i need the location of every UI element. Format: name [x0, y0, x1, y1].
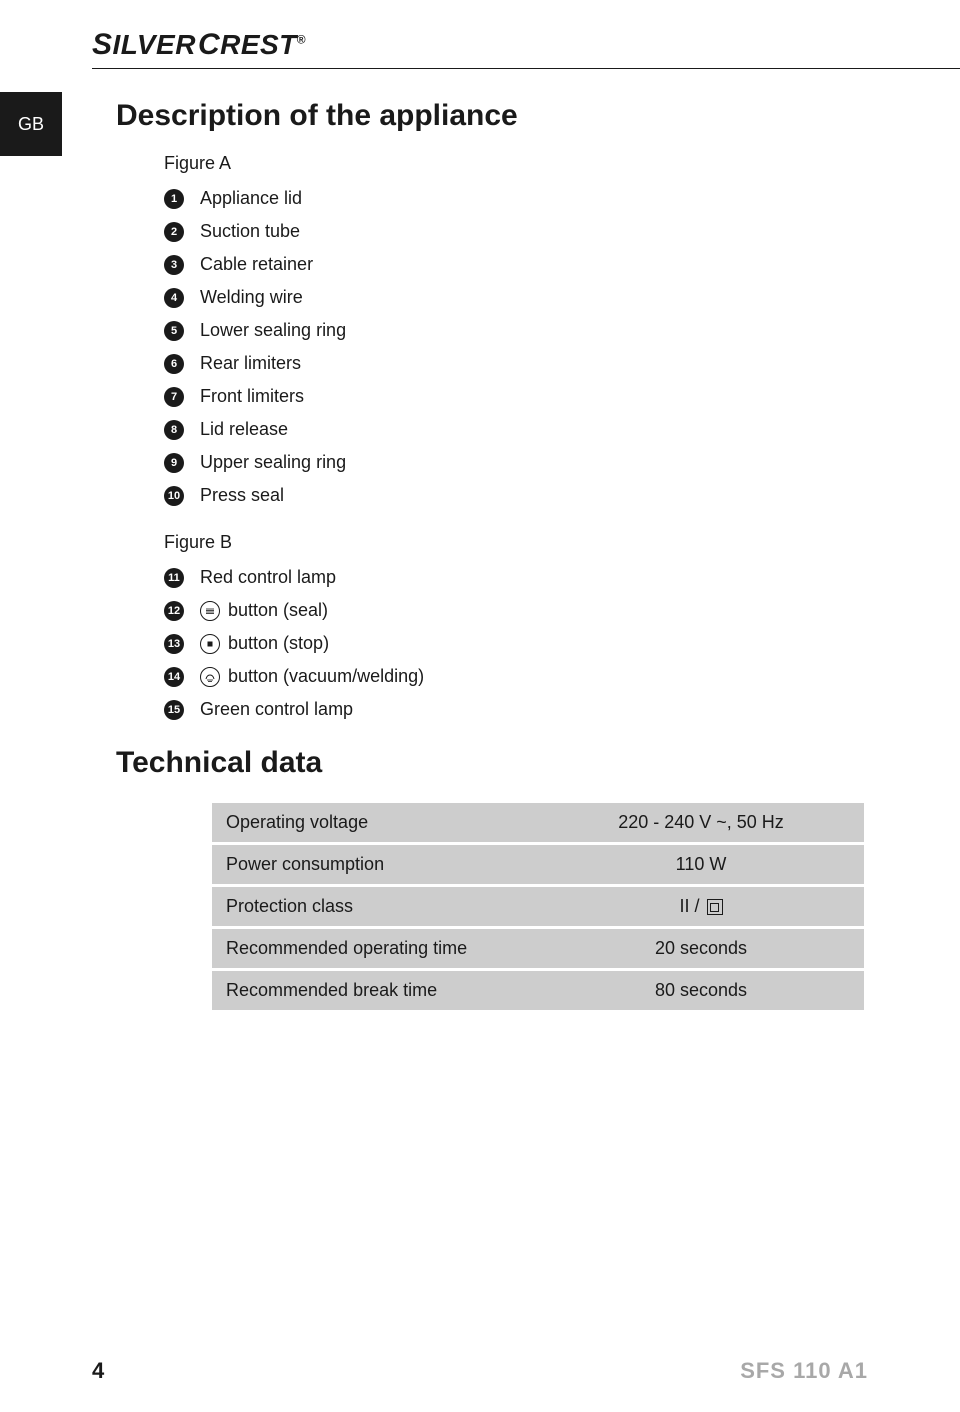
- item-text: button (vacuum/welding): [228, 666, 424, 687]
- item-number-badge: 13: [164, 634, 184, 654]
- item-number-badge: 3: [164, 255, 184, 275]
- list-item: 13 button (stop): [164, 633, 868, 654]
- item-text: button (seal): [228, 600, 328, 621]
- model-number: SFS 110 A1: [740, 1358, 868, 1384]
- table-row: Power consumption110 W: [212, 845, 864, 884]
- item-text: Upper sealing ring: [200, 452, 346, 473]
- list-item: 3 Cable retainer: [164, 254, 868, 275]
- table-row: Operating voltage220 - 240 V ~, 50 Hz: [212, 803, 864, 842]
- section-title-technical: Technical data: [116, 746, 868, 780]
- table-cell-label: Power consumption: [212, 845, 538, 884]
- item-number-badge: 7: [164, 387, 184, 407]
- item-number-badge: 4: [164, 288, 184, 308]
- table-cell-label: Protection class: [212, 887, 538, 926]
- item-text: Press seal: [200, 485, 284, 506]
- header-divider: [92, 68, 960, 69]
- list-item: 4 Welding wire: [164, 287, 868, 308]
- list-item: 15 Green control lamp: [164, 699, 868, 720]
- list-item: 7 Front limiters: [164, 386, 868, 407]
- table-cell-value: II /: [538, 887, 864, 926]
- page-footer: 4 SFS 110 A1: [0, 1358, 960, 1384]
- item-number-badge: 15: [164, 700, 184, 720]
- list-item: 6 Rear limiters: [164, 353, 868, 374]
- list-item: 11 Red control lamp: [164, 567, 868, 588]
- table-cell-label: Operating voltage: [212, 803, 538, 842]
- table-cell-value: 220 - 240 V ~, 50 Hz: [538, 803, 864, 842]
- item-number-badge: 12: [164, 601, 184, 621]
- list-item: 9 Upper sealing ring: [164, 452, 868, 473]
- item-text: Suction tube: [200, 221, 300, 242]
- language-tab: GB: [0, 92, 62, 156]
- item-number-badge: 2: [164, 222, 184, 242]
- main-content: Description of the appliance Figure A 1A…: [0, 79, 960, 1013]
- list-item: 14 button (vacuum/welding): [164, 666, 868, 687]
- page-header: SILVERCREST®: [0, 0, 960, 79]
- item-text: Welding wire: [200, 287, 303, 308]
- item-number-badge: 1: [164, 189, 184, 209]
- page-number: 4: [92, 1358, 104, 1384]
- item-number-badge: 6: [164, 354, 184, 374]
- list-item: 10 Press seal: [164, 485, 868, 506]
- table-cell-value: 20 seconds: [538, 929, 864, 968]
- item-number-badge: 14: [164, 667, 184, 687]
- item-text: Rear limiters: [200, 353, 301, 374]
- class2-icon: [707, 899, 723, 915]
- item-text: Appliance lid: [200, 188, 302, 209]
- figure-a-label: Figure A: [164, 153, 868, 174]
- table-row: Recommended operating time20 seconds: [212, 929, 864, 968]
- figure-b-label: Figure B: [164, 532, 868, 553]
- item-number-badge: 11: [164, 568, 184, 588]
- vacuum-icon: [200, 667, 220, 687]
- stop-icon: [200, 634, 220, 654]
- technical-data-table: Operating voltage220 - 240 V ~, 50 HzPow…: [212, 800, 864, 1013]
- figure-b-list: 11 Red control lamp 12 button (seal) 13 but…: [164, 567, 868, 720]
- list-item: 8 Lid release: [164, 419, 868, 440]
- list-item: 5 Lower sealing ring: [164, 320, 868, 341]
- figure-b-block: Figure B 11 Red control lamp 12 button (se…: [116, 532, 868, 720]
- item-number-badge: 5: [164, 321, 184, 341]
- item-number-badge: 10: [164, 486, 184, 506]
- table-row: Recommended break time80 seconds: [212, 971, 864, 1010]
- item-text: Lid release: [200, 419, 288, 440]
- item-text: Lower sealing ring: [200, 320, 346, 341]
- table-cell-label: Recommended break time: [212, 971, 538, 1010]
- list-item: 1 Appliance lid: [164, 188, 868, 209]
- item-text: Green control lamp: [200, 699, 353, 720]
- item-text: Cable retainer: [200, 254, 313, 275]
- item-text: Red control lamp: [200, 567, 336, 588]
- table-row: Protection classII /: [212, 887, 864, 926]
- item-number-badge: 9: [164, 453, 184, 473]
- table-cell-value: 80 seconds: [538, 971, 864, 1010]
- list-item: 2 Suction tube: [164, 221, 868, 242]
- item-text: button (stop): [228, 633, 329, 654]
- brand-logo: SILVERCREST®: [92, 28, 306, 62]
- seal-icon: [200, 601, 220, 621]
- table-cell-label: Recommended operating time: [212, 929, 538, 968]
- section-title-description: Description of the appliance: [116, 99, 868, 133]
- figure-a-block: Figure A 1 Appliance lid 2 Suction tube 3 Cab…: [116, 153, 868, 506]
- item-number-badge: 8: [164, 420, 184, 440]
- table-cell-value: 110 W: [538, 845, 864, 884]
- figure-a-list: 1 Appliance lid 2 Suction tube 3 Cable retain…: [164, 188, 868, 506]
- item-text: Front limiters: [200, 386, 304, 407]
- list-item: 12 button (seal): [164, 600, 868, 621]
